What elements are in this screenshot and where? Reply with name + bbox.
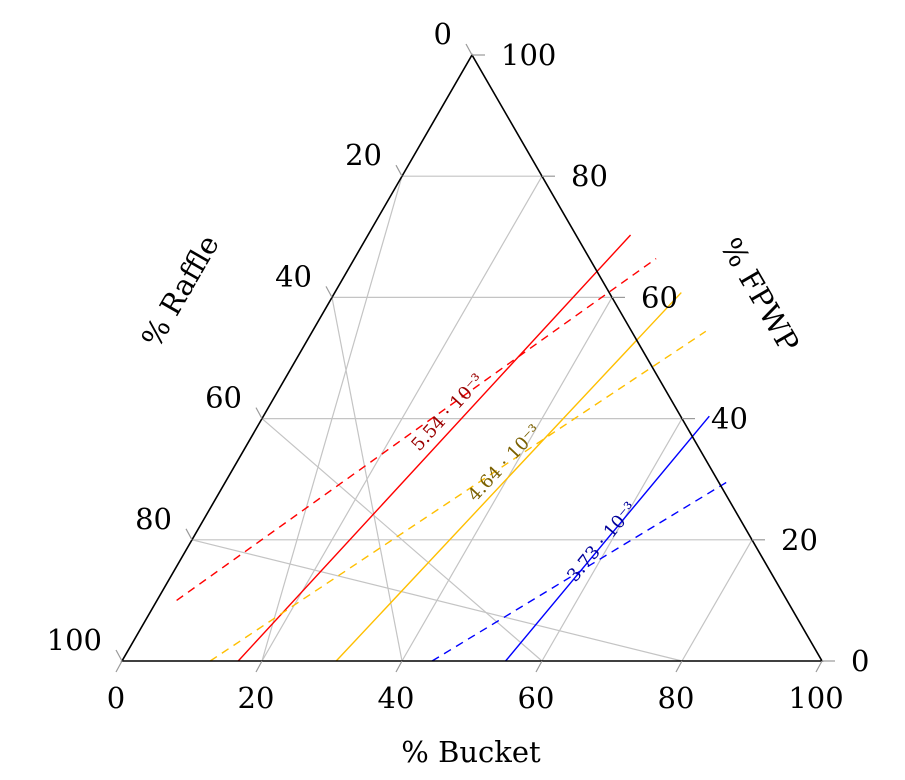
tick-label-bucket: 40 [378, 681, 415, 715]
tick-mark-bucket [115, 660, 123, 673]
tick-mark-raffle [465, 43, 473, 56]
grid-line-raffle [261, 418, 543, 662]
isoline-label: 3.73 · 10⁻³ [563, 498, 641, 586]
isoline-label: 5.54 · 10⁻³ [407, 370, 488, 456]
tick-label-fpwp: 100 [501, 38, 556, 72]
tick-mark-bucket [535, 660, 543, 673]
tick-mark-raffle [255, 407, 263, 419]
tick-mark-raffle [325, 286, 333, 298]
tick-label-bucket: 0 [107, 681, 125, 715]
isoline-solid [335, 292, 682, 662]
tick-label-bucket: 20 [238, 681, 275, 715]
grid-line-bucket [681, 539, 753, 662]
grid-lines [191, 175, 753, 662]
tick-label-raffle: 0 [434, 17, 452, 51]
isolines [176, 234, 732, 662]
tick-label-fpwp: 20 [781, 523, 818, 557]
tick-label-fpwp: 60 [641, 280, 678, 314]
tick-label-raffle: 20 [345, 138, 382, 172]
tick-mark-bucket [675, 660, 683, 673]
isoline-dashed [176, 258, 657, 601]
grid-line-raffle [191, 539, 683, 662]
tick-mark-bucket [815, 660, 823, 673]
tick-mark-raffle [185, 528, 193, 541]
tick-label-fpwp: 80 [571, 159, 608, 193]
tick-label-bucket: 100 [788, 681, 843, 715]
grid-line-bucket [541, 418, 683, 662]
tick-label-raffle: 100 [47, 623, 102, 657]
tick-mark-raffle [115, 649, 123, 662]
isoline-label: 4.64 · 10⁻³ [464, 421, 546, 506]
triangle-frame [120, 53, 824, 662]
isoline-dashed [209, 330, 707, 662]
tick-mark-raffle [395, 164, 403, 177]
tick-label-bucket: 80 [658, 681, 695, 715]
tick-mark-bucket [395, 660, 403, 673]
tick-label-fpwp: 0 [851, 644, 869, 678]
tick-label-raffle: 40 [275, 259, 312, 293]
ticks: 0 0 0 20 20 20 40 40 40 60 60 60 80 80 80 100 100 100 [47, 17, 870, 715]
tick-label-raffle: 60 [205, 381, 242, 415]
axis-title-bottom: % Bucket [401, 735, 541, 769]
axis-title-left: % Raffle [135, 229, 226, 353]
tick-mark-bucket [255, 660, 263, 673]
axis-title-right: % FPWP [714, 232, 806, 358]
series-labels: 5.54 · 10⁻³4.64 · 10⁻³3.73 · 10⁻³ [407, 370, 641, 586]
tick-label-fpwp: 40 [711, 402, 748, 436]
grid-line-raffle [331, 297, 403, 662]
tick-label-bucket: 60 [518, 681, 555, 715]
tick-label-raffle: 80 [135, 502, 172, 536]
isoline-solid [237, 234, 632, 662]
isoline-dashed [431, 479, 732, 662]
isoline-solid [505, 415, 710, 662]
